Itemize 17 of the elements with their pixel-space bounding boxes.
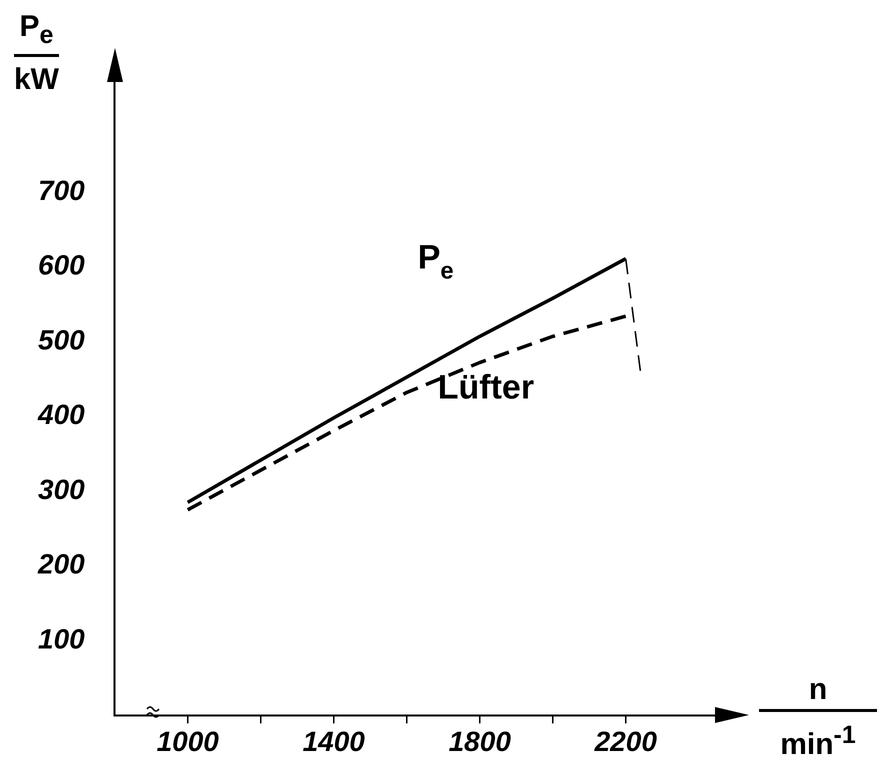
y-tick-label: 500	[38, 324, 86, 356]
y-tick-label: 400	[37, 399, 86, 430]
x-tick-label: 2200	[594, 726, 658, 757]
y-tick-label: 600	[38, 250, 86, 281]
x-tick-label: 1400	[302, 726, 366, 757]
y-tick-label: 200	[37, 548, 86, 580]
y-axis-title: P$_{e}$	[14, 10, 59, 57]
y-tick-label: 100	[38, 623, 86, 654]
text: min$^{-1}$	[779, 720, 857, 762]
text: kW	[14, 62, 59, 97]
y-tick-label: 700	[38, 174, 86, 206]
series-label: Lüfter	[438, 368, 534, 406]
x-tick-label: 1000	[156, 726, 220, 757]
line-series	[186, 314, 628, 512]
y-tick-label: 300	[38, 474, 86, 505]
x-axis-title: n	[759, 673, 877, 712]
x-tick-label: 1800	[448, 726, 512, 757]
